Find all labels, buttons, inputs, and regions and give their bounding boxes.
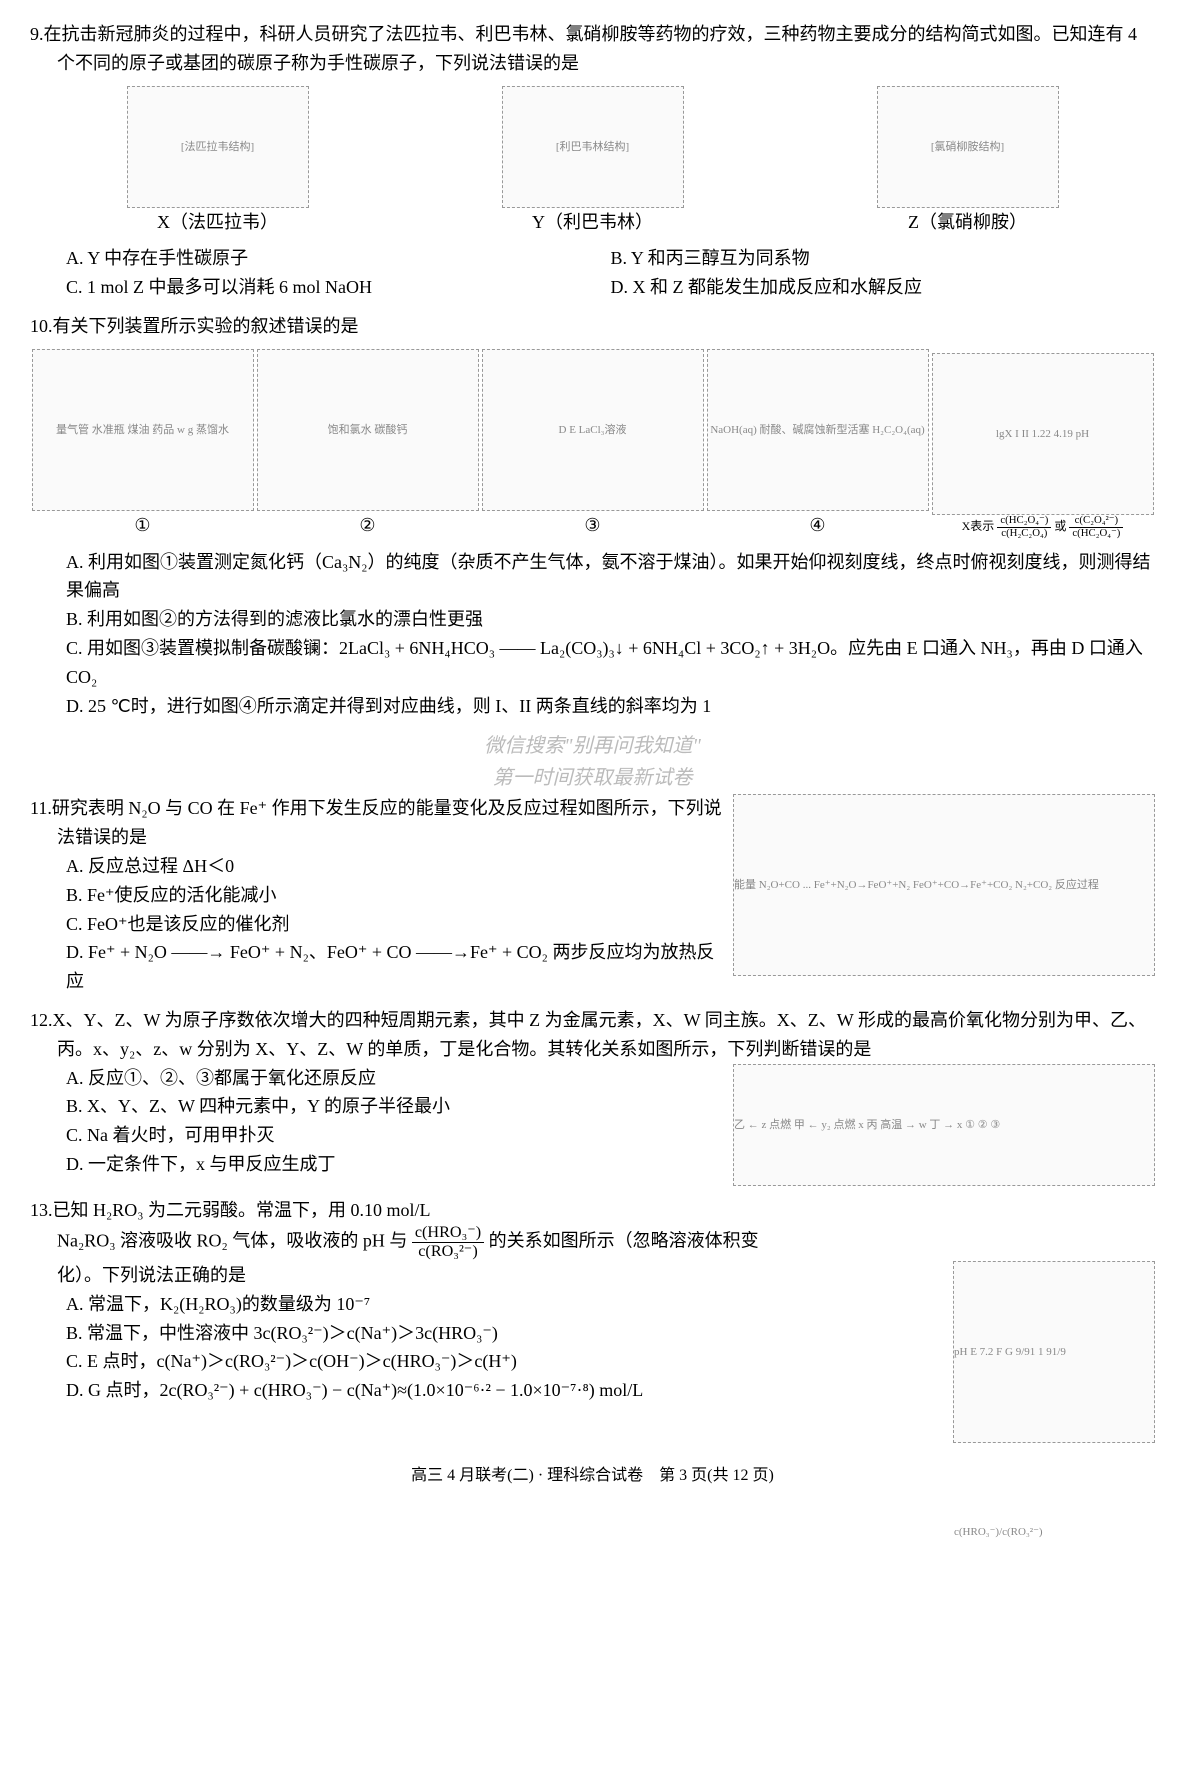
question-9: 9.在抗击新冠肺炎的过程中，科研人员研究了法匹拉韦、利巴韦林、氯硝柳胺等药物的疗…	[30, 20, 1155, 302]
q10-option-b: B. 利用如图②的方法得到的滤液比氯水的漂白性更强	[66, 605, 1155, 634]
molecule-x-structure: [法匹拉韦结构]	[127, 86, 309, 208]
q13-stem: 13.已知 H₂RO₃ 为二元弱酸。常温下，用 0.10 mol/L	[30, 1196, 1155, 1225]
frac-1: c(HC₂O₄⁻)c(H₂C₂O₄)	[997, 515, 1051, 540]
question-12: 12.X、Y、Z、W 为原子序数依次增大的四种短周期元素，其中 Z 为金属元素，…	[30, 1006, 1155, 1186]
x-expression: X表示 c(HC₂O₄⁻)c(H₂C₂O₄) 或 c(C₂O₄²⁻)c(HC₂O…	[932, 515, 1154, 540]
apparatus-1-label: ①	[32, 511, 254, 540]
q9-option-c: C. 1 mol Z 中最多可以消耗 6 mol NaOH	[66, 273, 611, 302]
question-11: 微信搜索"别再问我知道" 第一时间获取最新试卷 能量 N₂O+CO ... Fe…	[30, 730, 1155, 996]
energy-diagram: 能量 N₂O+CO ... Fe⁺+N₂O→FeO⁺+N₂ FeO⁺+CO→Fe…	[733, 794, 1155, 976]
apparatus-3-diagram: D E LaCl₃溶液	[482, 349, 704, 511]
apparatus-3: D E LaCl₃溶液 ③	[482, 349, 704, 540]
watermark: 微信搜索"别再问我知道" 第一时间获取最新试卷	[30, 730, 1155, 794]
q10-apparatus: 量气管 水准瓶 煤油 药品 w g 蒸馏水 ① 饱和氯水 碳酸钙 ② D E L…	[30, 349, 1155, 540]
q11-num: 11.	[30, 798, 52, 818]
q9-option-b: B. Y 和丙三醇互为同系物	[611, 244, 1156, 273]
apparatus-1: 量气管 水准瓶 煤油 药品 w g 蒸馏水 ①	[32, 349, 254, 540]
apparatus-4-diagram: NaOH(aq) 耐酸、碱腐蚀新型活塞 H₂C₂O₄(aq)	[707, 349, 929, 511]
apparatus-1-diagram: 量气管 水准瓶 煤油 药品 w g 蒸馏水	[32, 349, 254, 511]
apparatus-graph-diagram: lgX I II 1.22 4.19 pH	[932, 353, 1154, 515]
q12-stem: 12.X、Y、Z、W 为原子序数依次增大的四种短周期元素，其中 Z 为金属元素，…	[30, 1006, 1155, 1064]
apparatus-2-diagram: 饱和氯水 碳酸钙	[257, 349, 479, 511]
apparatus-4: NaOH(aq) 耐酸、碱腐蚀新型活塞 H₂C₂O₄(aq) ④	[707, 349, 929, 540]
q10-num: 10.	[30, 316, 53, 336]
q10-option-c: C. 用如图③装置模拟制备碳酸镧：2LaCl₃ + 6NH₄HCO₃ —— La…	[66, 634, 1155, 692]
q10-option-d: D. 25 ℃时，进行如图④所示滴定并得到对应曲线，则 I、II 两条直线的斜率…	[66, 692, 1155, 721]
q9-num: 9.	[30, 24, 44, 44]
flow-diagram: 乙 ← z 点燃 甲 ← y₂ 点燃 x 丙 高温 → w 丁 → x ① ② …	[733, 1064, 1155, 1186]
apparatus-3-label: ③	[482, 511, 704, 540]
q9-text: 在抗击新冠肺炎的过程中，科研人员研究了法匹拉韦、利巴韦林、氯硝柳胺等药物的疗效，…	[44, 24, 1138, 73]
q10-option-a: A. 利用如图①装置测定氮化钙（Ca₃N₂）的纯度（杂质不产生气体，氨不溶于煤油…	[66, 548, 1155, 606]
q9-options: A. Y 中存在手性碳原子 B. Y 和丙三醇互为同系物 C. 1 mol Z …	[30, 244, 1155, 302]
q10-text: 有关下列装置所示实验的叙述错误的是	[53, 316, 359, 336]
q13-num: 13.	[30, 1200, 53, 1220]
molecule-z-structure: [氯硝柳胺结构]	[877, 86, 1059, 208]
question-13: 13.已知 H₂RO₃ 为二元弱酸。常温下，用 0.10 mol/L Na₂RO…	[30, 1196, 1155, 1443]
q13-stem2: Na₂RO₃ 溶液吸收 RO₂ 气体，吸收液的 pH 与 c(HRO₃⁻)c(R…	[30, 1224, 1155, 1261]
apparatus-graph: lgX I II 1.22 4.19 pH X表示 c(HC₂O₄⁻)c(H₂C…	[932, 353, 1154, 540]
q13-text1: 已知 H₂RO₃ 为二元弱酸。常温下，用 0.10 mol/L	[53, 1200, 431, 1220]
ratio-frac: c(HRO₃⁻)c(RO₃²⁻)	[412, 1224, 484, 1261]
q10-stem: 10.有关下列装置所示实验的叙述错误的是	[30, 312, 1155, 341]
molecule-z-label: Z（氯硝柳胺）	[877, 208, 1059, 237]
curve-diagram: pH E 7.2 F G 9/91 1 91/9 c(HRO₃⁻)/c(RO₃²…	[953, 1261, 1155, 1443]
question-10: 10.有关下列装置所示实验的叙述错误的是 量气管 水准瓶 煤油 药品 w g 蒸…	[30, 312, 1155, 720]
q9-option-a: A. Y 中存在手性碳原子	[66, 244, 611, 273]
q9-molecules: [法匹拉韦结构] X（法匹拉韦） [利巴韦林结构] Y（利巴韦林） [氯硝柳胺结…	[30, 86, 1155, 237]
molecule-z: [氯硝柳胺结构] Z（氯硝柳胺）	[877, 86, 1059, 237]
q9-option-d: D. X 和 Z 都能发生加成反应和水解反应	[611, 273, 1156, 302]
molecule-y: [利巴韦林结构] Y（利巴韦林）	[502, 86, 684, 237]
apparatus-2: 饱和氯水 碳酸钙 ②	[257, 349, 479, 540]
apparatus-4-label: ④	[707, 511, 929, 540]
molecule-x: [法匹拉韦结构] X（法匹拉韦）	[127, 86, 309, 237]
q11-text: 研究表明 N₂O 与 CO 在 Fe⁺ 作用下发生反应的能量变化及反应过程如图所…	[52, 798, 722, 847]
q12-text: X、Y、Z、W 为原子序数依次增大的四种短周期元素，其中 Z 为金属元素，X、W…	[53, 1010, 1146, 1059]
q9-stem: 9.在抗击新冠肺炎的过程中，科研人员研究了法匹拉韦、利巴韦林、氯硝柳胺等药物的疗…	[30, 20, 1155, 78]
molecule-y-structure: [利巴韦林结构]	[502, 86, 684, 208]
q12-num: 12.	[30, 1010, 53, 1030]
molecule-x-label: X（法匹拉韦）	[127, 208, 309, 237]
frac-2: c(C₂O₄²⁻)c(HC₂O₄⁻)	[1069, 515, 1123, 540]
molecule-y-label: Y（利巴韦林）	[502, 208, 684, 237]
q10-options: A. 利用如图①装置测定氮化钙（Ca₃N₂）的纯度（杂质不产生气体，氨不溶于煤油…	[30, 548, 1155, 721]
apparatus-2-label: ②	[257, 511, 479, 540]
